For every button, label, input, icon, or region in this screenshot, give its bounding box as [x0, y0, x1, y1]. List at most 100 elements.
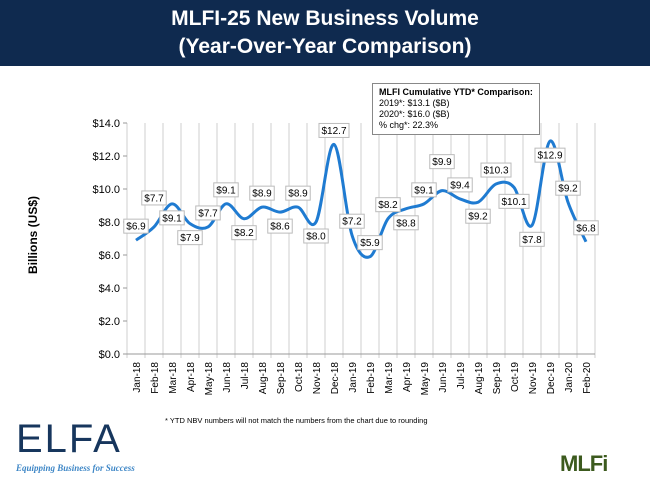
y-axis-label: Billions (US$) — [26, 196, 40, 275]
data-label: $8.8 — [396, 218, 416, 229]
footnote: * YTD NBV numbers will not match the num… — [165, 416, 428, 425]
data-label-box — [519, 231, 545, 247]
data-label: $9.9 — [432, 157, 452, 168]
data-label-box — [393, 215, 419, 231]
x-tick-label: Sep-19 — [492, 362, 503, 395]
data-label: $12.7 — [321, 126, 346, 137]
callout-2020: 2020*: $16.0 ($B) — [379, 109, 450, 119]
data-label-box — [285, 185, 311, 201]
x-tick-label: Jan-20 — [564, 362, 575, 393]
x-tick-label: May-18 — [204, 362, 215, 396]
x-tick-label: Jan-18 — [132, 362, 143, 393]
y-tick-label: $12.0 — [92, 151, 120, 163]
data-label-box — [375, 197, 401, 213]
y-tick-label: $2.0 — [99, 316, 120, 328]
x-tick-label: Feb-18 — [150, 362, 161, 394]
y-tick-label: $14.0 — [92, 118, 120, 130]
data-label: $6.8 — [576, 223, 596, 234]
data-label: $10.1 — [501, 197, 526, 208]
x-tick-label: Dec-18 — [330, 362, 341, 395]
x-tick-label: Jun-18 — [222, 362, 233, 393]
callout-2019: 2019*: $13.1 ($B) — [379, 98, 450, 108]
y-tick-label: $6.0 — [99, 250, 120, 262]
data-label-box — [429, 154, 455, 170]
data-line — [135, 139, 588, 259]
x-tick-label: Mar-19 — [384, 362, 395, 394]
data-label-box — [447, 177, 473, 193]
elfa-tagline: Equipping Business for Success — [16, 463, 135, 473]
data-label: $9.2 — [558, 184, 578, 195]
data-label-box — [534, 147, 566, 163]
x-tick-label: Jul-18 — [240, 362, 251, 390]
data-label-box — [339, 213, 365, 229]
data-label-box — [411, 182, 437, 198]
y-tick-label: $4.0 — [99, 283, 120, 295]
data-label-box — [123, 218, 149, 234]
data-label: $8.6 — [270, 222, 290, 233]
x-tick-label: Oct-19 — [510, 362, 521, 392]
x-tick-label: Aug-19 — [474, 362, 485, 395]
x-tick-label: Aug-18 — [258, 362, 269, 395]
x-tick-label: May-19 — [420, 362, 431, 396]
data-label-box — [318, 122, 350, 138]
data-label: $9.4 — [450, 180, 470, 191]
x-tick-label: Nov-19 — [528, 362, 539, 395]
x-tick-label: Mar-18 — [168, 362, 179, 394]
data-label-box — [249, 185, 275, 201]
data-label-box — [177, 230, 203, 246]
x-tick-label: Jan-19 — [348, 362, 359, 393]
data-label: $8.2 — [378, 200, 398, 211]
data-label-box — [195, 205, 221, 221]
x-tick-label: Sep-18 — [276, 362, 287, 395]
callout-change: % chg*: 22.3% — [379, 120, 439, 130]
data-label-box — [303, 228, 329, 244]
x-tick-label: Apr-18 — [186, 362, 197, 392]
data-label-box — [267, 218, 293, 234]
data-label: $5.9 — [360, 238, 380, 249]
data-label: $9.1 — [162, 213, 182, 224]
data-label-box — [213, 182, 239, 198]
y-tick-label: $10.0 — [92, 184, 120, 196]
data-label: $10.3 — [483, 166, 508, 177]
x-tick-label: Oct-18 — [294, 362, 305, 392]
data-label: $7.2 — [342, 217, 362, 228]
data-label-box — [498, 193, 530, 209]
data-label-box — [480, 162, 512, 178]
data-label: $8.2 — [234, 228, 254, 239]
data-label: $7.7 — [144, 193, 164, 204]
mlfi-logo: MLFi — [560, 451, 608, 476]
title-line-2: (Year-Over-Year Comparison) — [178, 35, 472, 58]
x-tick-label: Nov-18 — [312, 362, 323, 395]
y-tick-label: $8.0 — [99, 217, 120, 229]
x-tick-label: Feb-20 — [582, 362, 593, 394]
title-banner: MLFI-25 New Business Volume (Year-Over-Y… — [0, 0, 650, 66]
ytd-callout: MLFI Cumulative YTD* Comparison: 2019*: … — [372, 83, 540, 135]
data-label: $8.9 — [288, 189, 308, 200]
data-label: $7.7 — [198, 208, 218, 219]
data-label: $12.9 — [537, 151, 562, 162]
data-label-box — [231, 225, 257, 241]
title-line-1: MLFI-25 New Business Volume — [171, 7, 479, 30]
data-label: $8.0 — [306, 232, 326, 243]
data-label: $6.9 — [126, 222, 146, 233]
x-tick-label: Jun-19 — [438, 362, 449, 393]
x-tick-label: Dec-19 — [546, 362, 557, 395]
y-tick-label: $0.0 — [99, 349, 120, 361]
data-label-box — [141, 190, 167, 206]
data-label-box — [573, 220, 599, 236]
data-label-box — [555, 180, 581, 196]
data-label: $7.9 — [180, 233, 200, 244]
x-tick-label: Feb-19 — [366, 362, 377, 394]
data-label: $7.8 — [522, 235, 542, 246]
data-label: $9.1 — [216, 185, 236, 196]
x-tick-label: Jul-19 — [456, 362, 467, 390]
data-label: $9.1 — [414, 185, 434, 196]
x-tick-label: Apr-19 — [402, 362, 413, 392]
data-label: $8.9 — [252, 189, 272, 200]
data-label: $9.2 — [468, 212, 488, 223]
elfa-logo: ELFA — [16, 417, 122, 461]
callout-heading: MLFI Cumulative YTD* Comparison: — [379, 87, 533, 97]
data-label-box — [357, 235, 383, 251]
data-label-box — [159, 210, 185, 226]
